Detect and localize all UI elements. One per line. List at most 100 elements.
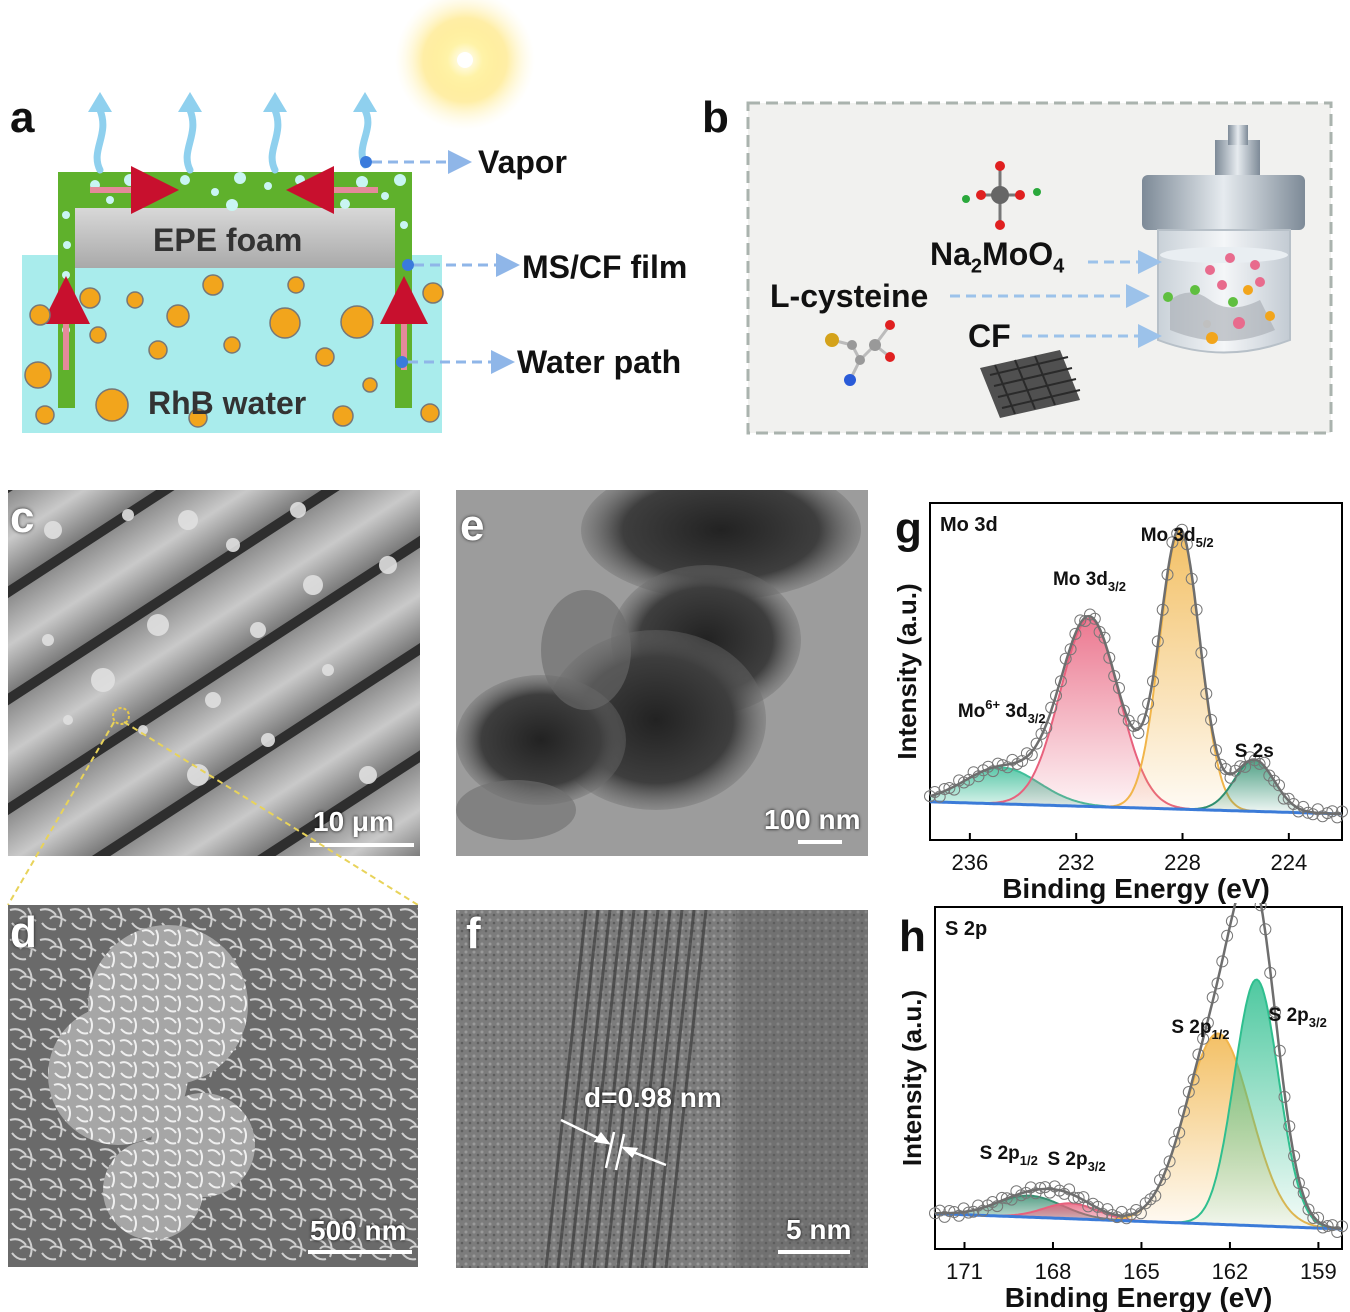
panel-label-h: h — [899, 912, 926, 961]
data-point — [1307, 1212, 1320, 1224]
hrtem-image: f d=0.98 nm 5 nm — [456, 910, 868, 1268]
flow-arrows — [42, 166, 428, 370]
data-point — [1158, 1168, 1171, 1181]
data-point — [1020, 747, 1033, 760]
data-point — [1074, 614, 1087, 627]
rhb-water-label: RhB water — [148, 385, 307, 421]
moo-text: MoO — [982, 236, 1054, 272]
peak-annotation: Mo6+ 3d3/2 — [958, 697, 1046, 726]
data-point — [933, 1204, 946, 1217]
data-point — [924, 790, 936, 803]
x-axis-label: Binding Energy (eV) — [1005, 1282, 1273, 1312]
data-point — [1025, 749, 1038, 761]
data-point — [1132, 727, 1145, 739]
cysteine-molecule-icon — [825, 320, 895, 386]
data-point — [1072, 1191, 1085, 1204]
sem-image-low-mag: c 10 μm — [8, 490, 420, 856]
y-axis-label: Intensity (a.u.) — [895, 583, 922, 759]
plot-frame — [929, 502, 1343, 841]
rhb-dye-particles — [24, 274, 444, 428]
hrtem-lattice-graphic — [456, 910, 868, 1268]
data-point — [1234, 760, 1247, 773]
baseline-line — [934, 1212, 1343, 1231]
data-point — [1043, 1186, 1056, 1199]
data-point — [943, 1205, 956, 1217]
panel-label-b: b — [702, 93, 729, 142]
x-tick-label: 159 — [1300, 1259, 1337, 1284]
peak-annotation: S 2s — [1235, 741, 1274, 762]
data-point — [1253, 757, 1266, 770]
plot-title: Mo 3d — [940, 514, 998, 536]
xps-mo3d-chart: 236 232 228 224 Mo 3d Binding Energy (eV) Inte… — [895, 502, 1348, 904]
scalebar-f — [778, 1250, 850, 1254]
panel-b: b — [700, 0, 1350, 450]
data-point — [1125, 1208, 1138, 1221]
x-tick-label: 236 — [952, 850, 989, 875]
scalebar-c — [310, 843, 414, 847]
peak-annotation: S 2p3/2 — [1269, 1005, 1327, 1030]
vapor-label: Vapor — [478, 144, 567, 180]
data-point — [1163, 1155, 1176, 1168]
synthesis-schematic — [746, 101, 1333, 435]
panel-label-g: g — [895, 504, 922, 553]
x-tick-label: 224 — [1270, 850, 1307, 875]
y-axis-label: Intensity (a.u.) — [897, 990, 927, 1166]
epe-foam-label: EPE foam — [153, 222, 303, 258]
sem-fibers-graphic — [8, 490, 420, 856]
peak-fill — [935, 1195, 1342, 1229]
data-point — [1115, 1205, 1128, 1218]
na2moo4-label: Na2MoO4 — [930, 236, 1064, 278]
reagent-arrows — [950, 250, 1162, 348]
x-axis-label: Binding Energy (eV) — [1002, 873, 1270, 904]
scalebar-label-d: 500 nm — [310, 1215, 407, 1246]
film-label: MS/CF film — [522, 249, 688, 285]
data-point — [1306, 808, 1319, 821]
evaporator-schematic — [22, 0, 535, 433]
data-point — [1137, 713, 1150, 726]
data-point — [1000, 1192, 1013, 1205]
sem-flower-graphic — [8, 905, 418, 1267]
sun-icon — [395, 0, 535, 130]
panel-h: h 171 168 165 162 159 S 2p Binding Energy (eV)… — [895, 903, 1350, 1312]
x-tick-label: 168 — [1035, 1259, 1072, 1284]
x-tick-label: 171 — [946, 1259, 983, 1284]
scalebar-d — [308, 1250, 412, 1254]
data-point — [1326, 805, 1339, 818]
peak-fill — [930, 618, 1342, 814]
tem-particle-graphic — [456, 490, 868, 856]
callout-leaders — [360, 150, 520, 374]
na-text: Na — [930, 236, 971, 272]
x-tick-label: 232 — [1058, 850, 1095, 875]
vapor-arrows — [93, 106, 372, 174]
data-point — [1030, 737, 1043, 750]
sem-image-high-mag: d 500 nm — [8, 905, 418, 1267]
data-point — [1006, 753, 1019, 766]
data-point — [943, 782, 956, 794]
plot-title: S 2p — [945, 918, 987, 940]
data-point — [1050, 689, 1062, 702]
data-point — [1336, 1220, 1348, 1233]
data-point — [1312, 1211, 1325, 1224]
o-subscript: 4 — [1053, 255, 1065, 278]
peak-annotation: S 2p3/2 — [1047, 1149, 1105, 1174]
panel-label-f: f — [466, 910, 481, 958]
envelope-fit-line — [935, 903, 1343, 1230]
na-subscript: 2 — [970, 255, 983, 278]
panel-label-e: e — [460, 501, 485, 550]
peak-annotation: Mo 3d3/2 — [1053, 569, 1126, 594]
carbon-fabric-icon — [980, 350, 1081, 418]
peak-annotation: S 2p1/2 — [980, 1143, 1038, 1168]
data-point — [1321, 1220, 1334, 1232]
data-point — [1254, 903, 1267, 912]
scalebar-label-c: 10 μm — [313, 806, 394, 837]
tem-image: e 100 nm — [456, 490, 868, 856]
data-point — [1336, 805, 1348, 818]
data-point — [1120, 1212, 1133, 1225]
peak-annotation: S 2p1/2 — [1171, 1017, 1229, 1042]
panel-a: a — [0, 0, 720, 450]
envelope-fit-line — [929, 527, 1342, 816]
xps-s2p-chart: 171 168 165 162 159 S 2p Binding Energy (eV) In… — [897, 903, 1348, 1312]
data-point — [1069, 627, 1082, 640]
peak-annotation: Mo 3d5/2 — [1141, 525, 1214, 550]
panel-label-d: d — [10, 908, 37, 957]
